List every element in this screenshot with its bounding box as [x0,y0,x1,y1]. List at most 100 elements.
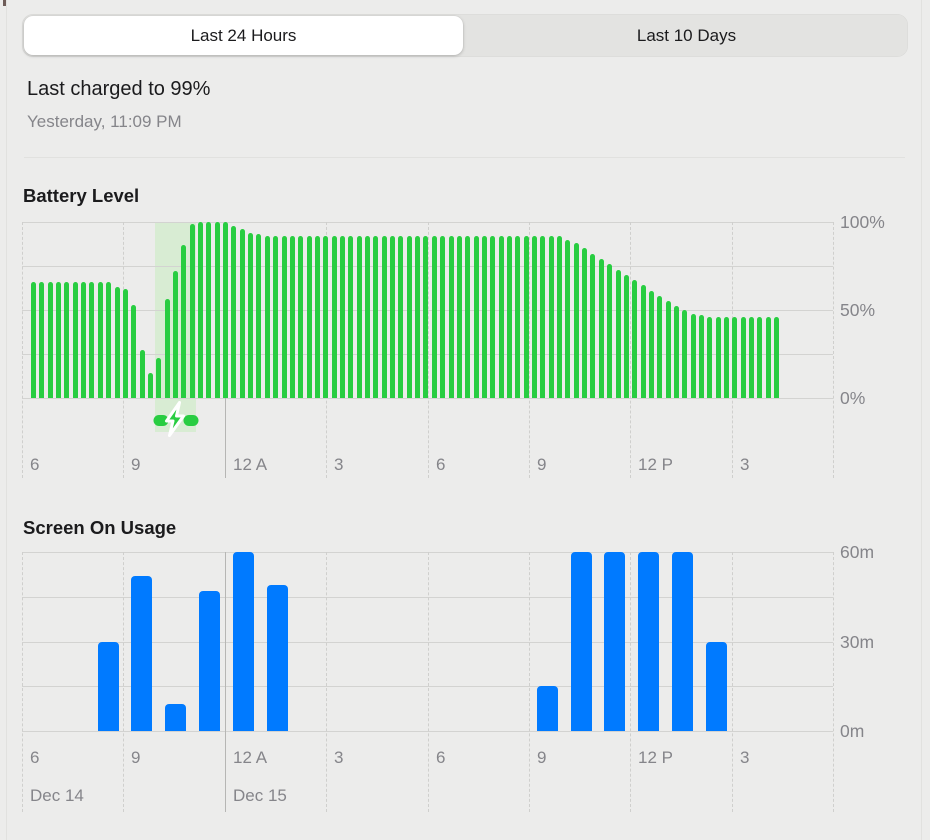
battery-bar [248,232,254,398]
battery-bar [323,236,329,398]
gridline-h [22,641,833,643]
battery-bar [331,236,337,398]
gridline-v [123,552,124,812]
battery-bar [707,317,713,398]
charging-bolt-icon [153,400,199,443]
pane-right-border [921,0,922,840]
battery-bar [573,243,579,398]
gridline-v [326,552,327,812]
battery-bar [356,236,362,398]
battery-bar [314,236,320,398]
battery-bar [523,236,529,398]
battery-bar [506,236,512,398]
battery-bar [390,236,396,398]
gridline-v [732,552,733,812]
battery-bar [481,236,487,398]
usage-bar [198,590,220,731]
battery-bar [147,373,153,398]
screen-on-usage-chart: 6 9 12 A 3 6 9 12 P 3 Dec 14 Dec 15 60m 30m 0m [22,542,874,814]
battery-bar [106,281,112,398]
battery-bar [47,281,53,398]
battery-bar [540,236,546,398]
last-charged-timestamp: Yesterday, 11:09 PM [27,112,182,131]
gridline-v [22,552,23,812]
gridline-v [833,552,834,812]
battery-bar [97,281,103,398]
battery-bar [298,236,304,398]
battery-bar [231,225,237,398]
usage-bar [536,686,558,731]
battery-bar [172,271,178,398]
battery-bar [264,236,270,398]
battery-bar [273,236,279,398]
tab-last-24-hours[interactable]: Last 24 Hours [24,16,463,55]
last-charged-title: Last charged to 99% [27,78,211,100]
battery-bar [281,236,287,398]
battery-bar [740,317,746,398]
battery-bar [615,269,621,398]
battery-bar [632,280,638,398]
tab-last-10-days-label: Last 10 Days [636,25,737,45]
battery-bar [532,236,537,398]
battery-bar [339,236,345,398]
battery-bar [607,264,613,398]
battery-bar [724,317,730,398]
battery-bar [365,236,370,398]
y-axis-label: 0% [840,388,866,408]
battery-bar [431,236,437,398]
usage-bar [131,575,153,731]
screen-on-usage-chart-title: Screen On Usage [23,517,177,538]
usage-bar [232,552,254,731]
battery-bar [515,236,521,398]
battery-bar [456,236,462,398]
y-axis-label: 0m [840,721,865,741]
usage-bar [165,704,187,731]
gridline-v [833,222,834,478]
battery-level-chart-title: Battery Level [23,185,140,206]
battery-bar [465,236,471,398]
gridline-h [22,731,833,732]
battery-bar [306,236,312,398]
battery-bar [348,236,354,398]
battery-bar [749,317,755,398]
battery-bar [89,281,95,398]
battery-bar [548,236,554,398]
y-axis-label: 60m [840,542,875,562]
y-axis-label: 100% [840,212,885,232]
battery-bar [31,281,36,398]
battery-bar [239,229,245,398]
battery-bar [757,317,763,398]
battery-bar [448,236,454,398]
battery-bar [156,357,162,398]
battery-bar [189,223,195,398]
tab-last-10-days[interactable]: Last 10 Days [467,16,906,55]
x-tick-label: 9 [131,748,141,767]
x-tick-label: 3 [334,455,344,474]
tab-last-24-hours-label: Last 24 Hours [190,25,297,45]
battery-bar [498,236,504,398]
battery-bar [131,304,137,398]
battery-bar [373,236,379,398]
x-tick-label: 3 [740,455,750,474]
battery-bar [406,236,412,398]
battery-bar [423,236,429,398]
usage-bar [705,641,727,731]
battery-bar [64,281,70,398]
battery-bar [673,306,679,398]
y-axis-label: 30m [840,631,875,652]
x-tick-label: 3 [334,748,344,767]
gridline-h [22,552,833,553]
x-tick-label: 9 [537,748,547,767]
battery-bar [640,285,646,398]
battery-bar [665,301,671,398]
battery-bar [206,222,212,398]
battery-bar [565,239,571,398]
gridline-v [428,552,429,812]
battery-bar [690,313,696,398]
battery-bar [181,244,187,398]
battery-bar [415,236,421,398]
gridline-v [428,222,429,478]
usage-bar [604,552,626,731]
battery-bar [198,222,203,398]
